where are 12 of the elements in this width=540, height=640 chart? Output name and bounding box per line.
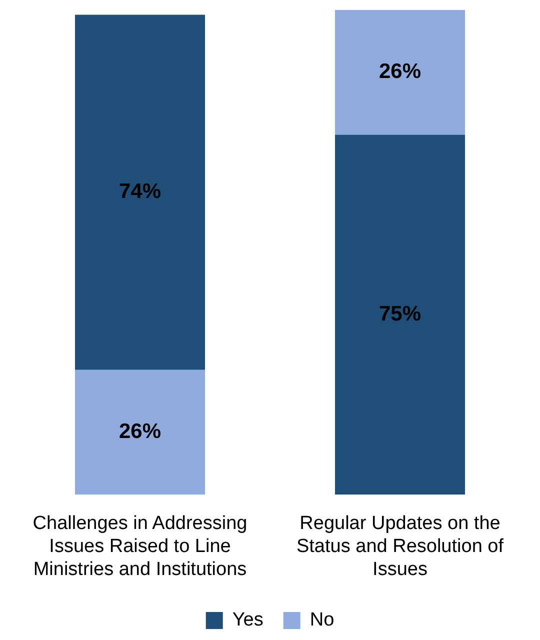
bar (335, 10, 465, 135)
bar (75, 14, 205, 370)
legend-label: No (310, 610, 334, 631)
bar (75, 370, 205, 495)
bar (335, 134, 465, 495)
x-tick-label: Regular Updates on the Status and Resolution of Issues (296, 513, 504, 580)
data-label: 75% (378, 302, 422, 326)
data-label: 74% (118, 180, 162, 204)
data-label: 26% (118, 420, 162, 444)
data-label: 26% (378, 60, 422, 84)
legend-label: Yes (232, 610, 264, 631)
x-tick-label: Challenges in Addressing Issues Raised to Line Ministries and Institutions (32, 513, 248, 580)
